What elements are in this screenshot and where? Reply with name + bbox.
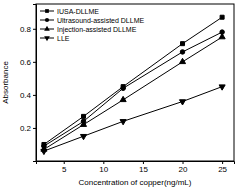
series-line — [44, 17, 222, 144]
marker — [179, 100, 185, 105]
tick: 0.4 — [20, 91, 36, 100]
marker — [120, 96, 126, 101]
legend-marker — [45, 18, 49, 22]
tick-label: 25 — [218, 165, 227, 174]
tick: 0.6 — [20, 58, 36, 67]
tick-mark — [183, 161, 184, 164]
legend-label: LLE — [57, 35, 70, 42]
tick-mark — [33, 95, 36, 96]
marker — [80, 121, 86, 126]
tick: 0.2 — [20, 124, 36, 133]
tick: 25 — [218, 161, 227, 174]
tick: 20 — [179, 161, 188, 174]
x-axis-title: Concentration of copper(ng/mL) — [79, 178, 192, 187]
tick-mark — [103, 161, 104, 164]
tick-mark — [33, 62, 36, 63]
plot: 5 10 15 20 25 0.2 0.4 0.6 0.8 IUSA-DLLME Ultrasoun… — [20, 4, 235, 174]
tick-label: 5 — [62, 165, 67, 174]
series-line — [44, 37, 222, 149]
tick-label: 0.6 — [20, 58, 32, 67]
legend-item: IUSA-DLLME — [40, 8, 99, 15]
x-axis-line — [37, 162, 235, 165]
marker — [120, 120, 126, 125]
marker — [219, 34, 225, 39]
marker — [181, 42, 185, 46]
tick-mark — [33, 29, 36, 30]
y-axis-line — [33, 5, 37, 162]
tick-label: 20 — [179, 165, 188, 174]
marker — [121, 86, 126, 91]
tick-mark — [64, 161, 65, 164]
tick: 5 — [62, 161, 67, 174]
tick: 0.8 — [20, 25, 36, 34]
tick-label: 15 — [139, 165, 148, 174]
marks — [41, 15, 225, 154]
tick: 10 — [99, 161, 108, 174]
tick-label: 0.4 — [20, 91, 32, 100]
tick-label: 0.2 — [20, 124, 32, 133]
legend-item: Ultrasound-assisted DLLME — [40, 17, 144, 24]
chart: 5 10 15 20 25 0.2 0.4 0.6 0.8 IUSA-DLLME Ultrasoun… — [0, 0, 239, 188]
legend-label: Injection-assisted DLLME — [57, 26, 137, 34]
legend-label: IUSA-DLLME — [57, 8, 99, 15]
marker — [220, 15, 224, 19]
legend-label: Ultrasound-assisted DLLME — [57, 17, 144, 24]
legend-item: LLE — [40, 35, 70, 42]
marker — [180, 50, 185, 55]
tick-mark — [222, 161, 223, 164]
marker — [41, 149, 47, 154]
y-axis: 0.2 0.4 0.6 0.8 — [20, 5, 37, 162]
tick-mark — [33, 128, 36, 129]
series-line — [44, 87, 222, 151]
marker — [219, 85, 225, 90]
legend-marker — [45, 9, 49, 13]
legend-marker — [44, 26, 50, 31]
x-axis: 5 10 15 20 25 — [37, 161, 235, 174]
legend-marker — [44, 36, 50, 41]
series-line — [44, 32, 222, 146]
legend: IUSA-DLLME Ultrasound-assisted DLLME Injec… — [40, 8, 144, 42]
tick-mark — [143, 161, 144, 164]
marker — [80, 134, 86, 139]
legend-item: Injection-assisted DLLME — [40, 26, 137, 34]
marker — [82, 114, 86, 118]
tick-label: 10 — [99, 165, 108, 174]
plot-frame — [36, 4, 234, 161]
y-axis-title: Absorbance — [1, 61, 10, 104]
tick: 15 — [139, 161, 148, 174]
tick-label: 0.8 — [20, 25, 32, 34]
marker — [179, 58, 185, 63]
